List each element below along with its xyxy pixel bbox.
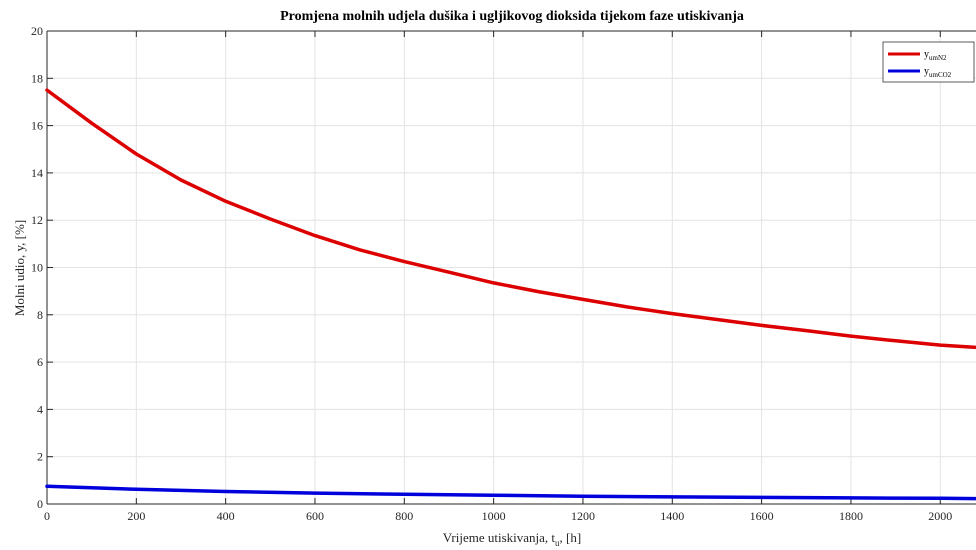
y-tick-label: 10 [31,261,43,275]
y-ticks: 0 2 4 6 8 10 12 14 16 18 20 [31,24,53,511]
legend-label-umN2-sub: umN2 [929,54,947,62]
x-tick-label: 600 [306,509,324,523]
x-tick-label: 1400 [660,509,684,523]
legend-label-umCO2: yumCO2 [924,66,952,79]
x-tick-label: 200 [127,509,145,523]
legend-label-umCO2-sub: umCO2 [929,71,952,79]
y-tick-label: 20 [31,24,43,38]
series-line-umCO2 [45,484,976,501]
x-tick-label: 1600 [750,509,774,523]
x-axis-label: Vrijeme utiskivanja, tu, [h] [443,530,581,548]
x-tick-label: 400 [217,509,235,523]
x-ticks: 0 200 400 600 800 1000 1200 1400 1600 1800 2000 [44,31,952,523]
series-group [45,88,976,501]
y-tick-label: 14 [31,166,43,180]
x-tick-label: 1200 [571,509,595,523]
chart-title: Promjena molnih udjela dušika i ugljikov… [280,9,744,24]
y-tick-label: 8 [37,308,43,322]
x-tick-label: 0 [44,509,50,523]
x-axis-label-suffix: , [h] [560,530,582,545]
x-tick-label: 800 [395,509,413,523]
y-tick-label: 18 [31,71,43,85]
legend: yumN2 yumCO2 [882,41,975,83]
legend-label-umN2: yumN2 [924,49,947,62]
legend-box [882,41,975,83]
y-tick-label: 4 [37,402,43,416]
y-tick-label: 0 [37,497,43,511]
y-tick-label: 6 [37,355,43,369]
y-tick-label: 2 [37,450,43,464]
y-tick-label: 12 [31,213,43,227]
x-tick-label: 1000 [482,509,506,523]
x-tick-label: 2000 [928,509,952,523]
y-tick-label: 16 [31,119,43,133]
x-tick-label: 1800 [839,509,863,523]
series-line-umN2 [45,88,976,350]
x-axis-label-sub: u [555,538,560,548]
y-axis-label: Molni udio, y, [%] [12,220,27,316]
